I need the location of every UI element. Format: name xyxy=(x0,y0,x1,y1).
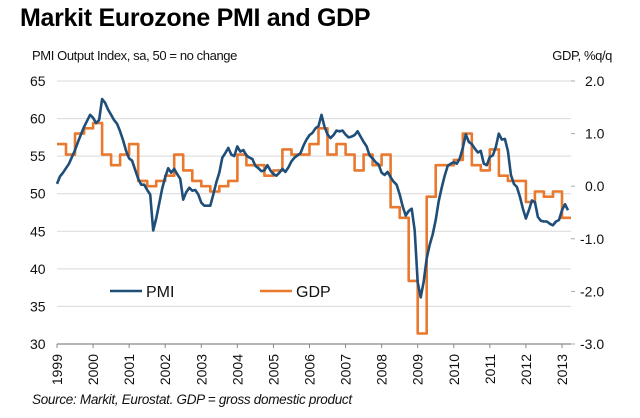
y-right-tick-label: -1.0 xyxy=(580,231,604,247)
x-tick-label: 2005 xyxy=(265,354,281,385)
y-right-tick-label: -2.0 xyxy=(580,283,604,299)
y-left-tick-label: 30 xyxy=(30,336,46,352)
legend-label-pmi: PMI xyxy=(146,284,174,301)
right-axis-label: GDP, %q/q xyxy=(552,48,612,63)
x-tick-label: 2002 xyxy=(157,354,173,385)
series-line-pmi xyxy=(55,97,570,299)
chart-title: Markit Eurozone PMI and GDP xyxy=(20,4,371,32)
x-tick-label: 2009 xyxy=(410,354,426,385)
y-left-tick-label: 50 xyxy=(30,186,46,202)
y-right-tick-label: 0.0 xyxy=(585,178,605,194)
source-note: Source: Markit, Eurostat. GDP = gross do… xyxy=(32,392,352,407)
x-tick-label: 2008 xyxy=(374,354,390,385)
x-tick-label: 2012 xyxy=(518,354,534,385)
x-tick-label: 2006 xyxy=(301,354,317,385)
x-tick-label: 2007 xyxy=(338,354,354,385)
legend-label-gdp: GDP xyxy=(296,284,331,301)
y-left-tick-label: 65 xyxy=(30,73,46,89)
y-right-tick-label: -3.0 xyxy=(580,336,604,352)
y-left-tick-label: 45 xyxy=(30,223,46,239)
x-tick-label: 1999 xyxy=(49,354,65,385)
left-axis-label: PMI Output Index, sa, 50 = no change xyxy=(32,48,237,63)
x-tick-label: 2003 xyxy=(193,354,209,385)
x-tick-label: 2001 xyxy=(121,354,137,385)
x-tick-label: 2004 xyxy=(229,354,245,385)
x-tick-label: 2010 xyxy=(446,354,462,385)
y-left-tick-label: 40 xyxy=(30,261,46,277)
x-tick-label: 2013 xyxy=(554,354,570,385)
y-right-tick-label: 1.0 xyxy=(585,126,605,142)
y-right-tick-label: 2.0 xyxy=(585,73,605,89)
y-left-tick-label: 55 xyxy=(30,148,46,164)
x-tick-label: 2011 xyxy=(482,354,498,384)
x-tick-label: 2000 xyxy=(85,354,101,385)
y-left-tick-label: 35 xyxy=(30,298,46,314)
y-left-tick-label: 60 xyxy=(30,111,46,127)
